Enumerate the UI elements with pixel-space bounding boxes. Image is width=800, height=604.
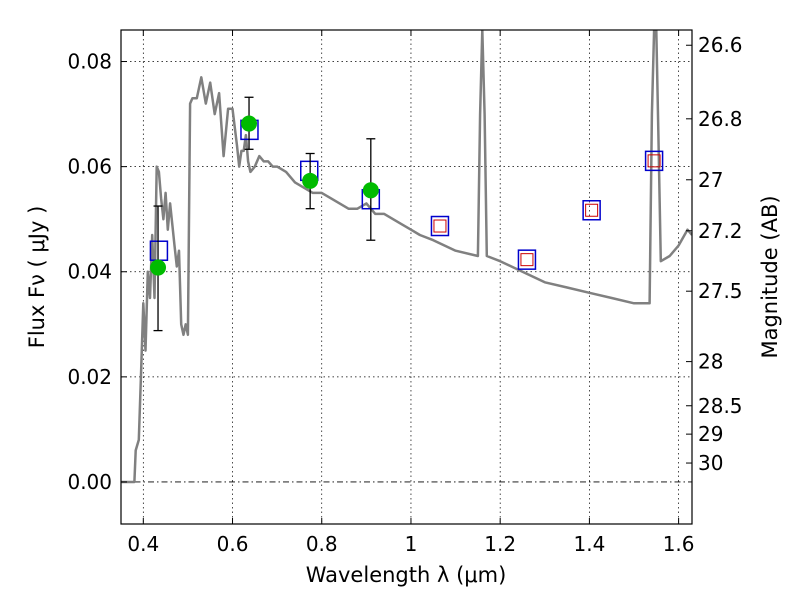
observed-point	[362, 182, 379, 199]
magnitude-tick-label: 28.5	[698, 394, 743, 418]
y-tick-label: 0.02	[67, 365, 112, 389]
tick-labels: 0.4 0.6 0.8 1 1.2 1.4 1.6 0.00 0.02 0.04 0.06 0.08 2…	[67, 33, 742, 556]
marker-layer	[149, 96, 664, 332]
x-tick-label: 1.4	[573, 532, 605, 556]
magnitude-tick-label: 27.2	[698, 219, 743, 243]
y-tick-label: 0.08	[67, 50, 112, 74]
y-tick-label: 0.06	[67, 155, 112, 179]
y-tick-label: 0.00	[67, 470, 112, 494]
x-tick-label: 1.2	[484, 532, 516, 556]
magnitude-tick-label: 30	[698, 451, 723, 475]
magnitude-tick-label: 26.6	[698, 33, 743, 57]
predicted-point	[647, 154, 661, 168]
model-point	[430, 215, 450, 237]
observed-point	[241, 115, 258, 132]
axes-frame	[120, 29, 693, 525]
y2-axis-label: Magnitude (AB)	[758, 195, 782, 358]
observed-point	[150, 259, 167, 276]
data-layer	[121, 30, 692, 484]
magnitude-tick-label: 27.5	[698, 279, 743, 303]
x-tick-label: 0.6	[217, 532, 249, 556]
y-axis-label: Flux Fν ( μJy )	[25, 206, 49, 349]
x-axis-label: Wavelength λ (μm)	[306, 563, 507, 587]
observed-point	[302, 172, 319, 189]
magnitude-tick-label: 27	[698, 168, 723, 192]
plot-border	[120, 29, 693, 525]
magnitude-tick-label: 26.8	[698, 107, 743, 131]
x-tick-label: 0.8	[306, 532, 338, 556]
sed-line	[121, 30, 692, 484]
x-tick-label: 1	[405, 532, 418, 556]
x-tick-label: 0.4	[127, 532, 159, 556]
x-tick-label: 1.6	[663, 532, 695, 556]
model-point	[517, 249, 537, 270]
ticks	[121, 30, 692, 524]
model-point	[644, 150, 664, 172]
model-point	[582, 200, 601, 221]
grid	[121, 30, 692, 524]
predicted-point	[520, 253, 534, 267]
predicted-point	[433, 219, 447, 233]
magnitude-tick-label: 29	[698, 422, 723, 446]
predicted-point	[585, 203, 599, 217]
magnitude-tick-label: 28	[698, 350, 723, 374]
y-tick-label: 0.04	[67, 260, 112, 284]
